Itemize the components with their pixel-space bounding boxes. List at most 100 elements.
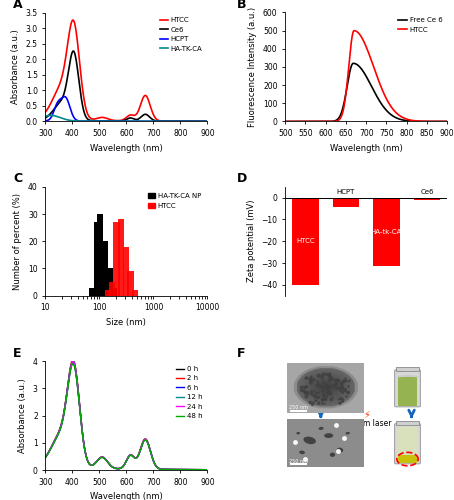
Text: ⚡: ⚡ xyxy=(363,410,370,420)
Line: 24 h: 24 h xyxy=(45,362,207,470)
HCPT xyxy=(43,118,48,124)
Line: HTCC: HTCC xyxy=(285,30,447,122)
HA-TK-CA xyxy=(84,118,90,124)
X-axis label: Wavelength (nm): Wavelength (nm) xyxy=(90,144,163,152)
48 h xyxy=(165,466,170,472)
24 h xyxy=(70,358,76,364)
Line: 0 h: 0 h xyxy=(45,361,207,470)
24 h xyxy=(151,459,157,465)
48 h xyxy=(43,454,48,460)
24 h xyxy=(205,466,210,472)
HA-TK-CA xyxy=(116,118,122,124)
HCPT xyxy=(62,94,67,100)
24 h xyxy=(84,457,90,463)
HTCC xyxy=(84,110,90,116)
12 h xyxy=(138,444,144,450)
48 h xyxy=(72,363,77,369)
Ce6 xyxy=(165,118,170,124)
Free Ce 6 xyxy=(400,117,406,123)
2 h xyxy=(151,459,157,465)
Ce6 xyxy=(72,50,77,56)
Y-axis label: Zeta potential (mV): Zeta potential (mV) xyxy=(247,200,256,282)
6 h xyxy=(43,454,48,460)
HA-TK-CA xyxy=(151,118,157,124)
Free Ce 6 xyxy=(302,118,307,124)
HA-TK-CA xyxy=(165,118,170,124)
2 h xyxy=(116,466,122,471)
Line: 6 h: 6 h xyxy=(45,362,207,470)
Free Ce 6 xyxy=(350,60,356,66)
HTCC xyxy=(282,118,288,124)
Ce6 xyxy=(151,117,157,123)
HTCC xyxy=(205,118,210,124)
24 h xyxy=(165,466,170,472)
Bar xyxy=(333,198,359,207)
HCPT xyxy=(84,118,90,124)
Text: E: E xyxy=(13,346,21,360)
Free Ce 6 xyxy=(346,71,352,77)
0 h xyxy=(116,466,122,471)
Bar xyxy=(106,268,113,295)
2 h xyxy=(84,457,90,463)
Legend: HA-TK-CA NP, HTCC: HA-TK-CA NP, HTCC xyxy=(145,190,204,212)
Legend: 0 h, 2 h, 6 h, 12 h, 24 h, 48 h: 0 h, 2 h, 6 h, 12 h, 24 h, 48 h xyxy=(174,364,204,420)
Legend: Free Ce 6, HTCC: Free Ce 6, HTCC xyxy=(397,16,444,34)
Y-axis label: Fluorescence Intensity (a.u.): Fluorescence Intensity (a.u.) xyxy=(248,7,257,127)
Text: 630 nm laser: 630 nm laser xyxy=(341,420,391,428)
Text: B: B xyxy=(237,0,246,11)
24 h xyxy=(138,444,144,450)
Bar xyxy=(114,222,120,296)
Line: Free Ce 6: Free Ce 6 xyxy=(285,64,447,122)
Free Ce 6 xyxy=(335,116,340,122)
24 h xyxy=(116,466,122,471)
Text: HA-tk-CA: HA-tk-CA xyxy=(371,228,402,234)
Text: A: A xyxy=(13,0,23,11)
2 h xyxy=(70,356,76,362)
6 h xyxy=(138,444,144,450)
Text: D: D xyxy=(237,172,247,186)
HTCC xyxy=(400,114,405,120)
12 h xyxy=(70,358,76,364)
24 h xyxy=(72,361,77,367)
HCPT xyxy=(151,118,157,124)
Bar xyxy=(373,198,400,266)
HA-TK-CA xyxy=(138,118,144,124)
HTCC xyxy=(400,115,406,121)
HTCC xyxy=(351,28,357,34)
HCPT xyxy=(165,118,170,124)
48 h xyxy=(84,457,90,463)
2 h xyxy=(43,454,48,460)
0 h xyxy=(72,360,77,366)
Ce6 xyxy=(43,115,48,121)
HTCC xyxy=(138,100,144,106)
2 h xyxy=(165,466,170,472)
2 h xyxy=(72,358,77,364)
HTCC xyxy=(385,98,390,104)
Bar xyxy=(97,214,104,296)
0 h xyxy=(165,466,170,472)
Bar xyxy=(128,271,133,295)
6 h xyxy=(84,457,90,463)
HTCC xyxy=(116,118,122,124)
0 h xyxy=(138,444,144,450)
Legend: HTCC, Ce6, HCPT, HA-TK-CA: HTCC, Ce6, HCPT, HA-TK-CA xyxy=(158,16,204,53)
HCPT xyxy=(72,115,77,121)
Bar xyxy=(109,282,115,296)
X-axis label: Size (nm): Size (nm) xyxy=(107,318,146,327)
6 h xyxy=(72,362,77,368)
48 h xyxy=(205,466,210,472)
Free Ce 6 xyxy=(444,118,450,124)
0 h xyxy=(84,457,90,463)
12 h xyxy=(72,360,77,366)
X-axis label: Wavelength (nm): Wavelength (nm) xyxy=(330,144,403,152)
2 h xyxy=(205,466,210,472)
Bar xyxy=(89,288,96,296)
HTCC xyxy=(72,20,77,26)
24 h xyxy=(43,454,48,460)
12 h xyxy=(151,459,157,465)
48 h xyxy=(138,445,144,451)
HTCC xyxy=(346,58,352,64)
HTCC xyxy=(444,118,450,124)
Text: F: F xyxy=(237,346,245,360)
0 h xyxy=(43,454,48,460)
